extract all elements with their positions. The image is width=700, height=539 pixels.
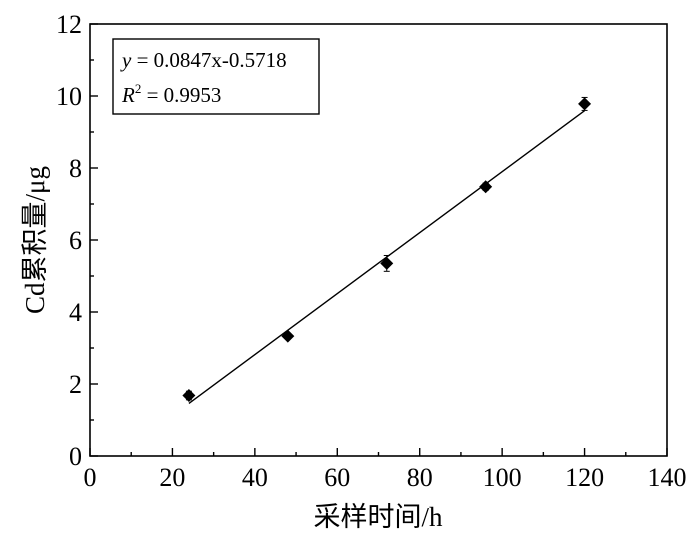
data-point (479, 180, 493, 194)
y-tick-label: 2 (69, 370, 82, 399)
y-tick-label: 10 (56, 82, 82, 111)
y-tick-label: 12 (56, 10, 82, 39)
fit-r-squared: R2 = 0.9953 (121, 81, 221, 107)
x-axis-title: 采样时间/h (313, 502, 443, 532)
y-tick-label: 6 (69, 226, 82, 255)
x-tick-label: 40 (242, 463, 268, 492)
data-point (380, 256, 394, 270)
fit-r-squared-rhs: = 0.9953 (141, 83, 221, 107)
x-tick-label: 60 (324, 463, 350, 492)
fit-equation-rhs: = 0.0847x-0.5718 (131, 48, 286, 72)
y-axis-title: Cd累积量/μg (20, 166, 50, 314)
data-layer (182, 96, 592, 404)
y-tick-label: 4 (69, 298, 82, 327)
fit-equation-y: y (120, 48, 132, 72)
legend-frame (112, 38, 320, 115)
fit-equation: y = 0.0847x-0.5718 (120, 48, 287, 72)
x-tick-label: 20 (159, 463, 185, 492)
x-tick-label: 80 (407, 463, 433, 492)
x-tick-label: 100 (483, 463, 522, 492)
x-tick-label: 120 (565, 463, 604, 492)
plot-frame (89, 23, 668, 457)
x-tick-label: 140 (648, 463, 687, 492)
ticks-layer: 0 20 40 60 80 100 120 140 0 2 4 6 8 10 12 (56, 10, 687, 492)
y-tick-label: 8 (69, 154, 82, 183)
data-point (281, 329, 295, 343)
fit-r-squared-sup: 2 (135, 81, 142, 96)
fit-r-squared-r: R (121, 83, 135, 107)
y-tick-label: 0 (69, 442, 82, 471)
legend-box: y = 0.0847x-0.5718 R2 = 0.9953 (112, 38, 320, 115)
x-tick-label: 0 (84, 463, 97, 492)
data-point (578, 97, 592, 111)
data-point (182, 389, 196, 403)
